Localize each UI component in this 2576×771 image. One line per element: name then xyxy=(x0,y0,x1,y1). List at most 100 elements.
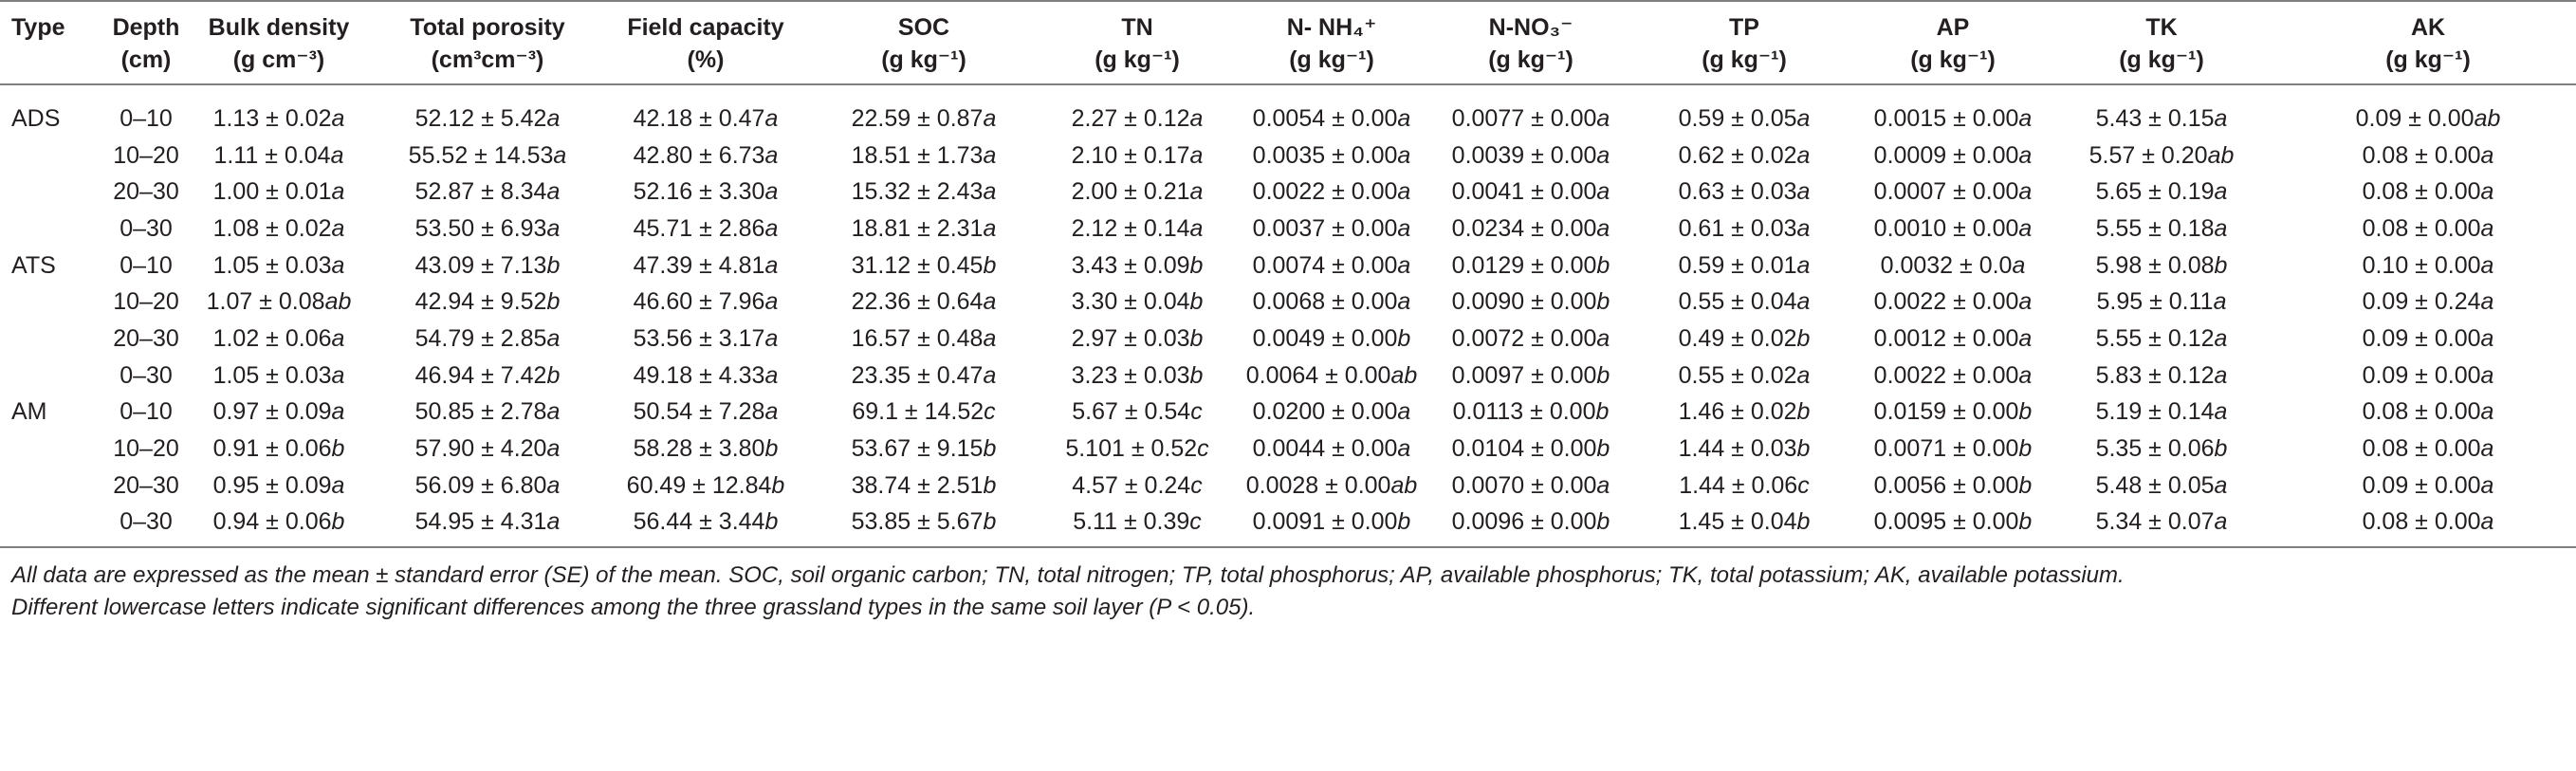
cell-value: 0.0015 ± 0.00a xyxy=(1863,84,2043,138)
significance-letter: b xyxy=(2214,251,2228,279)
significance-letter: a xyxy=(1397,214,1411,242)
cell-depth: 0–10 xyxy=(120,104,173,132)
value-text: 0.0007 ± 0.00 xyxy=(1873,178,2019,206)
significance-letter: ab xyxy=(2474,104,2501,132)
significance-letter: b xyxy=(1189,251,1204,279)
cell-value: 53.67 ± 9.15b xyxy=(800,431,1047,468)
significance-letter: a xyxy=(2214,508,2228,536)
value-text: 1.00 ± 0.01 xyxy=(212,178,332,206)
cell-value: 0.0037 ± 0.00a xyxy=(1227,211,1436,248)
cell-value: 22.59 ± 0.87a xyxy=(800,84,1047,138)
cell-value: 0.0010 ± 0.00a xyxy=(1863,211,2043,248)
cell-value: 60.49 ± 12.84b xyxy=(611,468,800,505)
value-text: 0.0012 ± 0.00 xyxy=(1873,324,2019,352)
value-text: 1.11 ± 0.04 xyxy=(213,141,331,169)
significance-letter: a xyxy=(983,214,997,242)
value-text: 22.59 ± 0.87 xyxy=(851,104,984,132)
value-text: 0.0074 ± 0.00 xyxy=(1252,251,1398,279)
significance-letter: b xyxy=(1595,398,1610,426)
significance-letter: a xyxy=(2214,178,2228,206)
column-unit-0 xyxy=(0,44,99,85)
table-row: 20–30 1.00 ± 0.01a 52.87 ± 8.34a 52.16 ± 3.… xyxy=(0,174,2576,211)
cell-value: 0.62 ± 0.02a xyxy=(1626,138,1863,174)
value-text: 0.55 ± 0.02 xyxy=(1678,361,1797,389)
significance-letter: a xyxy=(546,324,561,352)
column-unit-4: (%) xyxy=(611,44,800,85)
cell-value: 38.74 ± 2.51b xyxy=(800,468,1047,505)
cell-depth: 10–20 xyxy=(113,435,179,463)
cell-value: 1.13 ± 0.02a xyxy=(193,84,364,138)
cell-value: 0.0129 ± 0.00b xyxy=(1436,248,1626,285)
value-text: 0.0090 ± 0.00 xyxy=(1451,288,1597,316)
value-text: 18.51 ± 1.73 xyxy=(851,141,984,169)
significance-letter: a xyxy=(546,178,561,206)
cell-depth: 20–30 xyxy=(113,471,179,499)
significance-letter: a xyxy=(2018,361,2033,389)
cell-value: 0.0007 ± 0.00a xyxy=(1863,174,2043,211)
value-text: 54.79 ± 2.85 xyxy=(414,324,547,352)
cell-value: 2.97 ± 0.03b xyxy=(1047,321,1227,358)
significance-letter: a xyxy=(764,141,779,169)
significance-letter: c xyxy=(1190,398,1203,426)
soil-properties-table: Type Depth Bulk density Total porosity Field… xyxy=(0,0,2576,549)
column-unit-2: (g cm⁻³) xyxy=(193,44,364,85)
table-container: Type Depth Bulk density Total porosity Field… xyxy=(0,0,2576,620)
significance-letter: a xyxy=(1796,251,1811,279)
significance-letter: b xyxy=(1596,508,1610,536)
value-text: 1.08 ± 0.02 xyxy=(212,214,332,242)
value-text: 31.12 ± 0.45 xyxy=(851,251,984,279)
value-text: 50.54 ± 7.28 xyxy=(633,398,765,426)
significance-letter: a xyxy=(983,324,997,352)
cell-value: 31.12 ± 0.45b xyxy=(800,248,1047,285)
cell-value: 22.36 ± 0.64a xyxy=(800,284,1047,321)
value-text: 56.09 ± 6.80 xyxy=(414,471,547,499)
header-row-2: (cm) (g cm⁻³) (cm³cm⁻³) (%) (g kg⁻¹) (g kg⁻¹)… xyxy=(0,44,2576,85)
cell-type xyxy=(0,358,99,395)
table-header: Type Depth Bulk density Total porosity Field… xyxy=(0,0,2576,85)
value-text: 52.16 ± 3.30 xyxy=(633,178,765,206)
significance-letter: a xyxy=(2480,435,2494,463)
significance-letter: a xyxy=(1596,471,1610,499)
significance-letter: a xyxy=(764,104,779,132)
significance-letter: c xyxy=(1197,435,1209,463)
value-text: 0.08 ± 0.00 xyxy=(2362,141,2481,169)
cell-value: 0.0095 ± 0.00b xyxy=(1863,504,2043,549)
significance-letter: a xyxy=(331,324,345,352)
table-row: 10–20 0.91 ± 0.06b 57.90 ± 4.20a 58.28 ± 3.… xyxy=(0,431,2576,468)
cell-depth: 0–30 xyxy=(99,504,193,549)
value-text: 0.63 ± 0.03 xyxy=(1678,178,1797,206)
cell-value: 42.94 ± 9.52b xyxy=(364,284,611,321)
significance-letter: a xyxy=(331,214,345,242)
cell-value: 0.0113 ± 0.00b xyxy=(1436,395,1626,431)
significance-letter: b xyxy=(983,251,997,279)
value-text: 5.67 ± 0.54 xyxy=(1072,398,1191,426)
significance-letter: b xyxy=(764,508,779,536)
significance-letter: b xyxy=(764,435,779,463)
cell-value: 0.55 ± 0.02a xyxy=(1626,358,1863,395)
cell-type: ADS xyxy=(11,104,61,132)
cell-value: 3.23 ± 0.03b xyxy=(1047,358,1227,395)
value-text: 0.0234 ± 0.00 xyxy=(1451,214,1597,242)
significance-letter: a xyxy=(983,104,997,132)
cell-value: 5.55 ± 0.12a xyxy=(2043,321,2280,358)
significance-letter: a xyxy=(1397,251,1411,279)
value-text: 47.39 ± 4.81 xyxy=(633,251,765,279)
cell-value: 0.0041 ± 0.00a xyxy=(1436,174,1626,211)
value-text: 5.95 ± 0.11 xyxy=(2096,288,2214,316)
value-text: 1.46 ± 0.02 xyxy=(1678,398,1797,426)
cell-value: 0.0044 ± 0.00a xyxy=(1227,431,1436,468)
cell-value: 0.0077 ± 0.00a xyxy=(1436,84,1626,138)
cell-value: 2.12 ± 0.14a xyxy=(1047,211,1227,248)
significance-letter: a xyxy=(1397,141,1411,169)
value-text: 0.0015 ± 0.00 xyxy=(1873,104,2019,132)
value-text: 0.09 ± 0.00 xyxy=(2355,104,2475,132)
significance-letter: a xyxy=(2480,324,2494,352)
significance-letter: b xyxy=(2018,508,2033,536)
value-text: 0.0054 ± 0.00 xyxy=(1252,104,1398,132)
value-text: 0.08 ± 0.00 xyxy=(2362,435,2481,463)
cell-value: 0.63 ± 0.03a xyxy=(1626,174,1863,211)
value-text: 0.95 ± 0.09 xyxy=(212,471,332,499)
value-text: 46.60 ± 7.96 xyxy=(633,288,765,316)
table-body: ADS 0–10 1.13 ± 0.02a 52.12 ± 5.42a 42.18 ± … xyxy=(0,84,2576,549)
cell-value: 0.59 ± 0.01a xyxy=(1626,248,1863,285)
